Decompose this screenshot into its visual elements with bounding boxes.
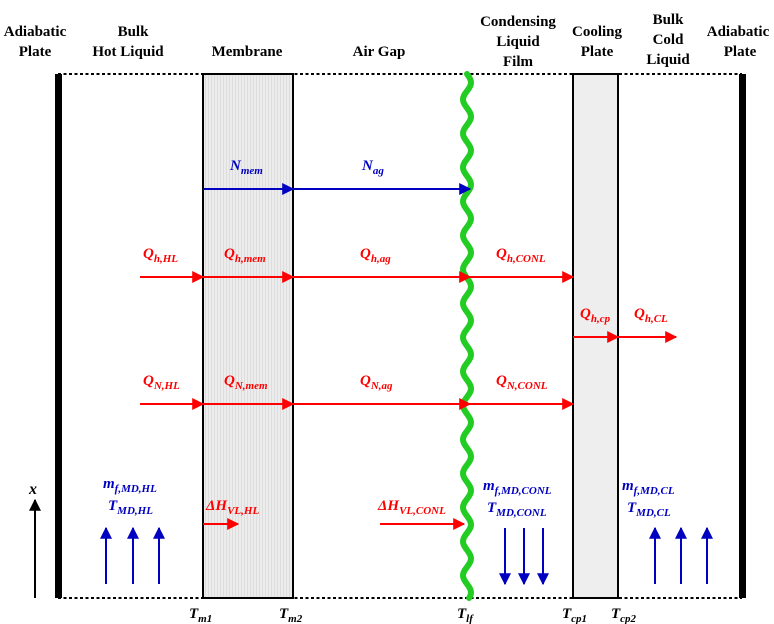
hl-temperature-label: TMD,HL xyxy=(108,498,153,517)
header-bulk-cold-liquid: Bulk Cold Liquid xyxy=(646,12,690,68)
qh-ag-label: Qh,ag xyxy=(360,246,391,265)
membrane xyxy=(202,73,294,599)
tcp1-label: Tcp1 xyxy=(562,606,587,624)
qn-ag-label: QN,ag xyxy=(360,373,393,392)
tcp2-label: Tcp2 xyxy=(611,606,637,624)
header-line: Cold xyxy=(653,32,685,48)
tm1-label: Tm1 xyxy=(189,606,212,624)
header-line: Adiabatic xyxy=(707,24,770,40)
qh-cl-label: Qh,CL xyxy=(634,306,668,325)
header-line: Cooling xyxy=(572,24,623,40)
header-condensing-film: Condensing Liquid Film xyxy=(480,14,556,70)
adiabatic-plate-right xyxy=(739,74,746,598)
dh-conl-label: ΔHVL,CONL xyxy=(377,498,446,517)
header-line: Plate xyxy=(581,44,614,60)
header-bulk-hot-liquid: Bulk Hot Liquid xyxy=(92,24,164,60)
qn-mem-label: QN,mem xyxy=(224,373,268,392)
header-adiabatic-left: Adiabatic Plate xyxy=(4,24,67,60)
qh-hl-label: Qh,HL xyxy=(143,246,178,265)
header-air-gap: Air Gap xyxy=(353,44,406,60)
conl-temperature-label: TMD,CONL xyxy=(487,500,547,519)
header-line: Air Gap xyxy=(353,44,406,60)
qh-cp-label: Qh,cp xyxy=(580,306,611,325)
tm2-label: Tm2 xyxy=(279,606,303,624)
tlf-label: Tlf xyxy=(457,606,474,624)
n-mem-label: Nmem xyxy=(229,158,263,177)
header-cooling-plate: Cooling Plate xyxy=(572,24,623,60)
qn-hl-label: QN,HL xyxy=(143,373,180,392)
x-axis-label: x xyxy=(28,481,37,498)
header-line: Bulk xyxy=(118,24,150,40)
qh-conl-label: Qh,CONL xyxy=(496,246,546,265)
header-adiabatic-right: Adiabatic Plate xyxy=(707,24,770,60)
header-line: Liquid xyxy=(496,34,540,50)
header-line: Plate xyxy=(19,44,52,60)
header-line: Plate xyxy=(724,44,757,60)
adiabatic-plate-left xyxy=(55,74,62,598)
header-line: Film xyxy=(503,54,533,70)
header-line: Condensing xyxy=(480,14,556,30)
header-line: Bulk xyxy=(653,12,685,28)
cl-temperature-label: TMD,CL xyxy=(627,500,671,519)
header-line: Membrane xyxy=(212,44,283,60)
dh-hl-label: ΔHVL,HL xyxy=(205,498,259,517)
header-membrane: Membrane xyxy=(212,44,283,60)
cl-mass-flow-label: mf,MD,CL xyxy=(622,478,675,497)
conl-mass-flow-label: mf,MD,CONL xyxy=(483,478,552,497)
hl-mass-flow-label: mf,MD,HL xyxy=(103,476,157,495)
header-line: Liquid xyxy=(646,52,690,68)
condensing-film-interface xyxy=(460,71,474,601)
header-line: Hot Liquid xyxy=(92,44,164,60)
qh-mem-label: Qh,mem xyxy=(224,246,266,265)
n-ag-label: Nag xyxy=(361,158,384,177)
qn-conl-label: QN,CONL xyxy=(496,373,548,392)
header-line: Adiabatic xyxy=(4,24,67,40)
